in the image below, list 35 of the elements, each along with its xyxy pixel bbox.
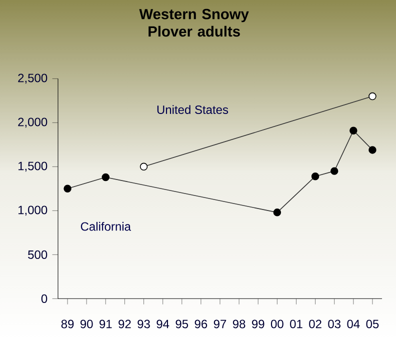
y-tick-label: 0: [41, 294, 48, 303]
point: [368, 146, 376, 154]
x-tick-label: 94: [156, 320, 170, 328]
point: [350, 126, 358, 134]
x-tick-label: 95: [176, 320, 188, 328]
x-tick-label: 01: [290, 320, 302, 328]
chart-title: Western Snowy Plover adults: [139, 8, 249, 37]
point: [330, 167, 338, 175]
point: [273, 208, 282, 216]
x-tick-label: 89: [61, 320, 74, 328]
point: [311, 172, 320, 180]
y-tick-label: 2,000: [18, 118, 48, 128]
y-tick-label: 500: [28, 250, 48, 259]
x-tick-label: 02: [309, 320, 322, 328]
x-tick-label: 99: [252, 320, 264, 328]
x-tick-label: 05: [366, 320, 379, 328]
point: [102, 173, 110, 182]
x-tick-label: 98: [232, 320, 246, 328]
x-tick-label: 97: [214, 320, 226, 328]
x-tick-label: 91: [100, 320, 112, 328]
x-tick-label: 96: [194, 320, 208, 328]
text: United States: [157, 105, 228, 114]
x-tick-label: 92: [118, 320, 131, 328]
point: [64, 184, 72, 193]
point: [140, 162, 148, 171]
point: [368, 92, 376, 100]
x-tick-label: 04: [347, 320, 360, 328]
x-tick-label: 93: [138, 320, 150, 328]
y-tick-label: 2,500: [18, 74, 48, 84]
text: California: [80, 222, 131, 231]
x-tick-label: 03: [328, 320, 340, 328]
y-tick-label: 1,500: [18, 162, 48, 172]
x-tick-label: 90: [80, 320, 93, 328]
y-tick-label: 1,000: [18, 206, 48, 216]
x-tick-label: 00: [270, 320, 284, 328]
